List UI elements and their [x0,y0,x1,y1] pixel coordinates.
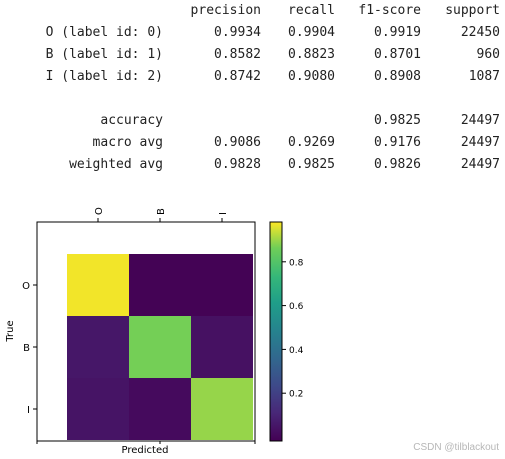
heatmap-cell [191,316,253,378]
x-tick-label: O [94,207,105,215]
heatmap-cell [129,378,191,440]
x-tick-label: I [218,212,229,215]
colorbar-tick-label: 0.6 [289,302,304,312]
summary-f1: 0.9825 [374,113,421,128]
row-label: I (label id: 2) [45,69,163,84]
y-tick-label: I [27,405,30,416]
heatmap-cell [67,378,129,440]
header-recall: recall [288,3,335,18]
y-tick-label: O [22,281,30,292]
summary-f1: 0.9176 [374,135,421,150]
plot-frame [36,221,256,442]
row-precision: 0.8742 [214,69,261,84]
summary-precision: 0.9086 [214,135,261,150]
x-tick-label: B [156,208,167,215]
summary-recall: 0.9825 [288,157,335,172]
header-support: support [445,3,500,18]
summary-recall: 0.9269 [288,135,335,150]
header-f1-score: f1-score [358,3,421,18]
heatmap-cell [67,254,129,316]
heatmap-cell [129,316,191,378]
row-support: 1087 [468,69,500,84]
row-precision: 0.9934 [214,25,261,40]
row-f1: 0.8908 [374,69,421,84]
row-recall: 0.9080 [288,69,335,84]
summary-support: 24497 [460,135,500,150]
row-precision: 0.8582 [214,47,261,62]
colorbar [269,221,283,442]
y-tick-label: B [23,343,30,354]
heatmap-cell [191,378,253,440]
colorbar-tick-label: 0.4 [289,346,304,356]
row-f1: 0.8701 [374,47,421,62]
summary-precision: 0.9828 [214,157,261,172]
watermark: CSDN @tilblackout [413,442,499,453]
summary-label: accuracy [100,113,163,128]
summary-label: weighted avg [69,157,163,172]
y-axis-label: True [5,320,16,342]
colorbar-tick-label: 0.2 [289,390,303,400]
row-label: B (label id: 1) [45,47,163,62]
summary-support: 24497 [460,113,500,128]
row-support: 22450 [460,25,500,40]
heatmap-cell [191,254,253,316]
row-recall: 0.9904 [288,25,335,40]
heatmap-cell [129,254,191,316]
summary-label: macro avg [92,135,163,150]
row-recall: 0.8823 [288,47,335,62]
summary-support: 24497 [460,157,500,172]
heatmap-cell [67,316,129,378]
row-label: O (label id: 0) [45,25,163,40]
row-support: 960 [476,47,500,62]
row-f1: 0.9919 [374,25,421,40]
header-precision: precision [190,3,261,18]
x-axis-label: Predicted [122,445,169,456]
summary-f1: 0.9826 [374,157,421,172]
colorbar-tick-label: 0.8 [289,258,304,268]
